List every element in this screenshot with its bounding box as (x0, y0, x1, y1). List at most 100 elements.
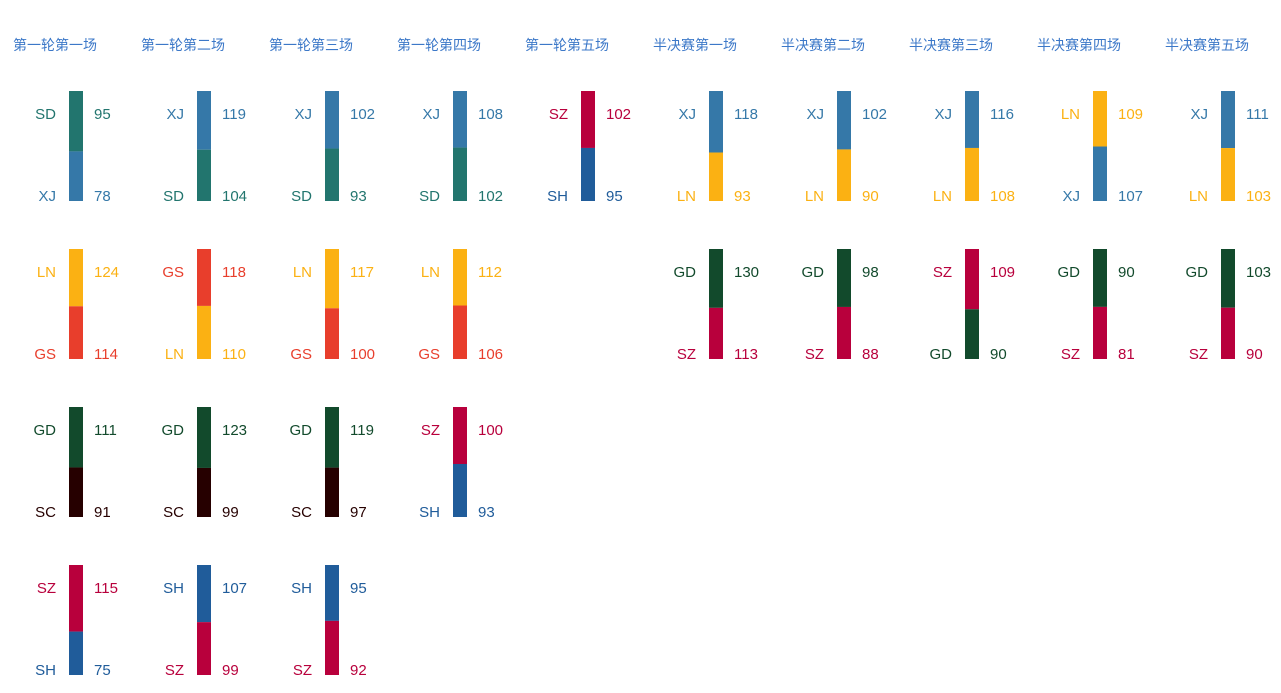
bar-segment-bottom (965, 309, 979, 359)
score-label-top: 90 (1118, 264, 1135, 281)
round-title: 半决赛第一场 (653, 37, 737, 53)
match: XJ 116 LN 108 (933, 91, 1015, 205)
score-label-bottom: 78 (94, 188, 111, 205)
team-label-top: LN (1061, 106, 1080, 123)
bar-segment-bottom (1093, 306, 1107, 359)
bar-segment-bottom (837, 149, 851, 201)
bar-segment-top (837, 91, 851, 150)
team-label-top: XJ (678, 106, 696, 123)
score-label-bottom: 90 (862, 188, 879, 205)
score-label-top: 119 (222, 106, 246, 123)
bar-segment-bottom (325, 467, 339, 517)
team-label-bottom: SH (35, 662, 56, 679)
team-label-bottom: SH (547, 188, 568, 205)
match: SH 95 SZ 92 (291, 565, 367, 679)
score-label-top: 102 (862, 106, 887, 123)
team-label-top: SD (35, 106, 56, 123)
match: XJ 102 SD 93 (291, 91, 375, 205)
score-label-top: 95 (350, 580, 367, 597)
team-label-bottom: SZ (165, 662, 184, 679)
round-title: 第一轮第二场 (141, 37, 225, 53)
team-label-top: GD (162, 422, 185, 439)
score-label-bottom: 93 (478, 504, 495, 521)
score-label-bottom: 99 (222, 662, 239, 679)
bar-segment-bottom (325, 148, 339, 201)
bar-segment-top (325, 249, 339, 309)
team-label-bottom: XJ (1062, 188, 1080, 205)
round-title: 第一轮第四场 (397, 37, 481, 53)
match: LN 112 GS 106 (418, 249, 503, 363)
score-label-bottom: 88 (862, 346, 879, 363)
bar-segment-bottom (453, 305, 467, 359)
bar-segment-top (709, 249, 723, 308)
bar-segment-bottom (453, 147, 467, 201)
score-label-bottom: 93 (734, 188, 751, 205)
team-label-top: XJ (422, 106, 440, 123)
team-label-top: GS (162, 264, 184, 281)
match: SZ 109 GD 90 (930, 249, 1015, 363)
score-label-top: 118 (734, 106, 758, 123)
team-label-bottom: SZ (805, 346, 824, 363)
team-label-top: SH (291, 580, 312, 597)
score-label-top: 112 (478, 264, 502, 281)
bar-segment-top (837, 249, 851, 307)
match-bars: SD 95 XJ 78 XJ 119 SD 104 XJ 102 SD 93 XJ 108 SD 102 XJ 1… (34, 91, 1271, 679)
team-label-bottom: GS (290, 346, 312, 363)
team-label-bottom: SZ (1189, 346, 1208, 363)
score-label-top: 98 (862, 264, 879, 281)
match: GD 123 SC 99 (162, 407, 247, 521)
bar-segment-top (325, 565, 339, 621)
bar-segment-top (965, 249, 979, 310)
score-label-bottom: 108 (990, 188, 1015, 205)
score-label-top: 109 (1118, 106, 1143, 123)
team-label-bottom: SD (163, 188, 184, 205)
team-label-top: LN (37, 264, 56, 281)
bar-segment-bottom (69, 631, 83, 675)
bar-segment-top (453, 249, 467, 306)
match: LN 109 XJ 107 (1061, 91, 1143, 205)
match: LN 124 GS 114 (34, 249, 119, 363)
score-label-bottom: 75 (94, 662, 111, 679)
bar-segment-bottom (197, 467, 211, 517)
score-label-bottom: 90 (990, 346, 1007, 363)
team-label-bottom: LN (1189, 188, 1208, 205)
score-label-bottom: 102 (478, 188, 503, 205)
score-label-bottom: 91 (94, 504, 111, 521)
bar-segment-bottom (197, 149, 211, 201)
score-label-top: 119 (350, 422, 374, 439)
match: LN 117 GS 100 (290, 249, 375, 363)
bar-segment-top (325, 91, 339, 149)
bar-segment-top (453, 91, 467, 148)
team-label-top: XJ (806, 106, 824, 123)
round-title: 半决赛第二场 (781, 37, 865, 53)
score-label-top: 117 (350, 264, 374, 281)
team-label-top: XJ (166, 106, 184, 123)
team-label-bottom: SD (291, 188, 312, 205)
score-label-top: 124 (94, 264, 119, 281)
score-label-top: 107 (222, 580, 247, 597)
team-label-top: XJ (934, 106, 952, 123)
team-label-top: XJ (294, 106, 312, 123)
match: GS 118 LN 110 (162, 249, 246, 363)
team-label-bottom: SC (291, 504, 312, 521)
bar-segment-bottom (581, 147, 595, 201)
score-label-top: 102 (606, 106, 631, 123)
score-label-bottom: 107 (1118, 188, 1143, 205)
match: GD 103 SZ 90 (1186, 249, 1271, 363)
match: SH 107 SZ 99 (163, 565, 247, 679)
team-label-bottom: SZ (677, 346, 696, 363)
score-label-bottom: 99 (222, 504, 239, 521)
bar-segment-top (69, 91, 83, 152)
score-label-bottom: 100 (350, 346, 375, 363)
team-label-top: GD (1186, 264, 1209, 281)
bar-segment-bottom (69, 467, 83, 517)
score-label-top: 123 (222, 422, 247, 439)
score-label-top: 95 (94, 106, 111, 123)
score-label-bottom: 81 (1118, 346, 1135, 363)
match: SZ 100 SH 93 (419, 407, 503, 521)
round-title: 半决赛第三场 (909, 37, 993, 53)
match: GD 111 SC 91 (34, 407, 117, 521)
match: GD 98 SZ 88 (802, 249, 879, 363)
bar-segment-top (709, 91, 723, 153)
